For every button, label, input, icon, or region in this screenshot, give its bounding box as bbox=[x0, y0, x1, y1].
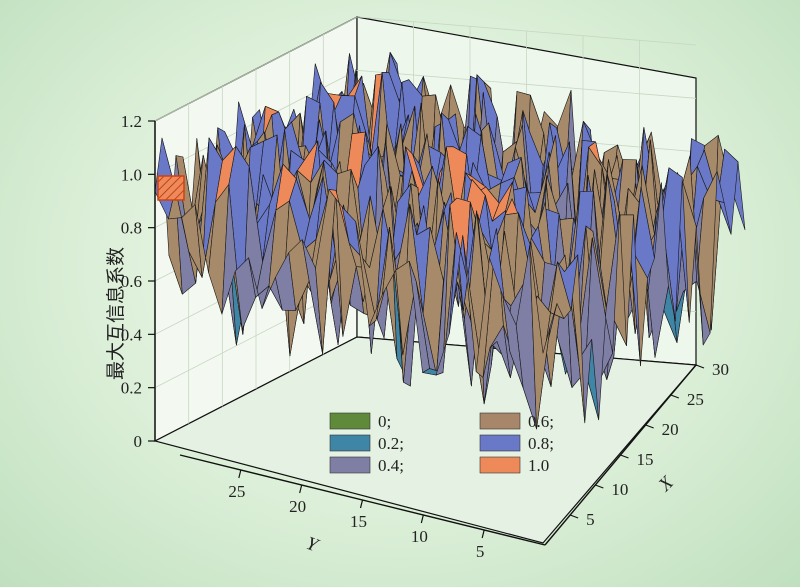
surface bbox=[154, 52, 746, 430]
z-ticks: 0 0.2 0.4 0.6 0.8 1.0 1.2 bbox=[121, 112, 155, 451]
legend-swatch bbox=[329, 434, 371, 452]
legend-label: 0.6; bbox=[528, 412, 554, 431]
y-ticks: 5 10 15 20 25 bbox=[228, 469, 485, 561]
x-tick-mark bbox=[645, 424, 654, 429]
x-tick-mark bbox=[595, 484, 604, 489]
legend-label: 0.2; bbox=[378, 434, 404, 453]
y-axis-label: Y bbox=[303, 533, 322, 557]
legend-swatch bbox=[329, 412, 371, 430]
y-tick-label: 20 bbox=[289, 497, 306, 516]
z-tick-label: 1.2 bbox=[121, 112, 142, 131]
z-tick-label: 0.8 bbox=[121, 219, 142, 238]
x-ticks: 5 10 15 20 25 30 bbox=[569, 360, 729, 529]
y-tick-mark bbox=[238, 469, 242, 479]
x-tick-mark bbox=[569, 514, 579, 519]
x-tick-label: 30 bbox=[712, 360, 729, 379]
y-tick-label: 15 bbox=[350, 512, 367, 531]
y-tick-label: 25 bbox=[228, 482, 245, 501]
legend-label: 0.8; bbox=[528, 434, 554, 453]
marker-1-0 bbox=[157, 175, 185, 201]
y-tick-label: 10 bbox=[411, 527, 428, 546]
legend: 0; 0.2; 0.4; 0.6; 0.8; 1.0 bbox=[329, 412, 554, 475]
legend-swatch bbox=[479, 434, 521, 452]
x-tick-label: 20 bbox=[662, 420, 679, 439]
legend-label: 1.0 bbox=[528, 456, 549, 475]
y-tick-mark bbox=[420, 514, 424, 524]
x-tick-label: 15 bbox=[637, 450, 654, 469]
x-tick-mark bbox=[620, 454, 629, 459]
legend-swatch bbox=[329, 456, 371, 474]
x-tick-label: 10 bbox=[611, 480, 628, 499]
legend-swatch bbox=[479, 456, 521, 474]
z-tick-label: 1.0 bbox=[121, 165, 142, 184]
x-tick-label: 25 bbox=[687, 390, 704, 409]
z-axis-label: 最大互信息系数 bbox=[105, 247, 127, 380]
legend-label: 0.4; bbox=[378, 456, 404, 475]
x-axis-label: X bbox=[654, 471, 679, 496]
x-tick-mark bbox=[695, 364, 705, 369]
legend-label: 0; bbox=[378, 412, 391, 431]
z-tick-label: 0.2 bbox=[121, 379, 142, 398]
z-tick-label: 0.6 bbox=[121, 272, 142, 291]
y-tick-mark bbox=[299, 484, 303, 494]
surface-patch bbox=[529, 245, 551, 430]
legend-swatch bbox=[479, 412, 521, 430]
z-tick-label: 0.4 bbox=[121, 325, 143, 344]
x-tick-mark bbox=[670, 394, 680, 399]
y-tick-mark bbox=[359, 499, 364, 509]
y-tick-mark bbox=[481, 529, 485, 539]
z-tick-label: 0 bbox=[134, 432, 143, 451]
y-tick-label: 5 bbox=[476, 542, 485, 561]
x-tick-label: 5 bbox=[586, 510, 595, 529]
